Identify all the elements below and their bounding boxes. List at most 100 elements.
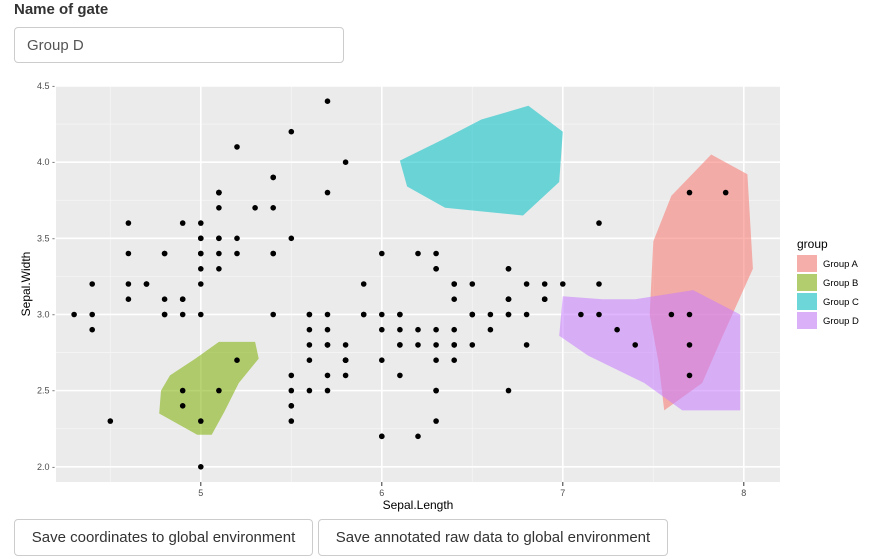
data-point <box>523 311 530 318</box>
data-point <box>433 418 439 424</box>
x-tick-label: 6 <box>379 488 384 498</box>
data-point <box>161 250 168 257</box>
gate-polygon-group-d[interactable] <box>559 290 741 411</box>
data-point <box>89 326 95 333</box>
data-point <box>722 189 729 196</box>
data-point <box>198 235 204 242</box>
legend-item-label: Group D <box>823 316 859 327</box>
save-raw-data-button[interactable]: Save annotated raw data to global enviro… <box>318 519 668 556</box>
data-point <box>686 311 693 318</box>
data-point <box>306 387 313 394</box>
data-point <box>596 220 602 226</box>
data-point <box>451 326 458 333</box>
axes: 5 6 7 8 2.0 - 2.5 - 3.0 - 3.5 - 4.0 - 4.5 - <box>37 81 746 498</box>
data-point <box>324 342 331 348</box>
data-point <box>125 281 132 287</box>
data-point <box>397 326 403 333</box>
data-point <box>415 433 421 440</box>
data-point <box>578 311 584 318</box>
data-point <box>596 281 602 287</box>
y-tick-label: 4.0 - <box>37 157 55 167</box>
data-point <box>433 342 439 348</box>
data-point <box>523 342 530 348</box>
data-point <box>216 387 222 394</box>
data-point <box>288 387 295 394</box>
data-point <box>306 326 313 333</box>
gate-name-label: Name of gate <box>14 1 109 18</box>
data-point <box>179 403 186 409</box>
gate-polygon-group-c[interactable] <box>399 105 563 216</box>
data-point <box>469 281 476 287</box>
data-point <box>125 220 132 226</box>
save-coordinates-button[interactable]: Save coordinates to global environment <box>14 519 313 556</box>
data-point <box>379 357 385 364</box>
data-point <box>541 281 548 287</box>
y-tick-label: 2.0 - <box>37 462 55 472</box>
data-point <box>469 342 476 348</box>
data-point <box>614 326 620 333</box>
legend-item-label: Group A <box>823 259 859 270</box>
data-point <box>234 235 240 242</box>
data-point <box>216 235 222 242</box>
data-point <box>451 281 458 287</box>
data-point <box>433 357 439 364</box>
y-axis-title: Sepal.Width <box>19 252 33 317</box>
data-point <box>288 418 295 424</box>
legend-swatch <box>797 293 817 310</box>
data-point <box>324 326 331 333</box>
data-point <box>505 296 512 302</box>
data-point <box>379 326 385 333</box>
data-point <box>342 372 349 379</box>
data-point <box>324 387 331 394</box>
gate-polygons[interactable] <box>159 105 753 435</box>
data-point <box>415 342 421 348</box>
data-point <box>433 266 439 272</box>
data-point <box>451 296 458 302</box>
gate-polygon-group-b[interactable] <box>159 341 259 435</box>
data-point <box>324 372 331 379</box>
data-point <box>270 205 277 211</box>
data-point <box>596 311 602 318</box>
data-point <box>234 250 240 257</box>
data-point <box>433 326 439 333</box>
data-point <box>216 205 222 211</box>
data-point <box>161 311 168 318</box>
legend: group Group A Group B Group C Group D <box>797 237 859 329</box>
data-point <box>288 372 295 379</box>
scatter-plot[interactable]: 5 6 7 8 2.0 - 2.5 - 3.0 - 3.5 - 4.0 - 4.5 - Sepal… <box>0 70 872 515</box>
legend-item-label: Group C <box>823 297 859 308</box>
legend-swatch <box>797 255 817 272</box>
data-point <box>198 250 204 257</box>
data-point <box>379 433 385 440</box>
data-point <box>487 311 494 318</box>
data-point <box>198 311 204 318</box>
data-point <box>216 250 222 257</box>
legend-title: group <box>797 237 828 251</box>
data-point <box>234 357 240 364</box>
data-point <box>342 342 349 348</box>
data-point <box>179 387 186 394</box>
data-point <box>433 250 439 257</box>
x-axis-title: Sepal.Length <box>383 498 454 512</box>
legend-item-label: Group B <box>823 278 858 289</box>
data-point <box>415 326 421 333</box>
x-tick-label: 5 <box>198 488 203 498</box>
data-point <box>143 281 150 287</box>
data-point <box>306 311 313 318</box>
data-point <box>198 281 204 287</box>
data-point <box>288 403 295 409</box>
data-point <box>523 281 530 287</box>
data-point <box>270 174 277 181</box>
data-point <box>360 281 367 287</box>
data-point <box>360 311 367 318</box>
data-point <box>397 342 403 348</box>
data-point <box>234 144 240 150</box>
y-tick-label: 4.5 - <box>37 81 55 91</box>
data-point <box>198 464 204 470</box>
data-point <box>686 372 693 379</box>
x-tick-label: 8 <box>741 488 746 498</box>
gate-name-input[interactable] <box>14 27 344 63</box>
data-point <box>198 266 204 272</box>
data-point <box>541 296 548 302</box>
data-point <box>379 311 385 318</box>
